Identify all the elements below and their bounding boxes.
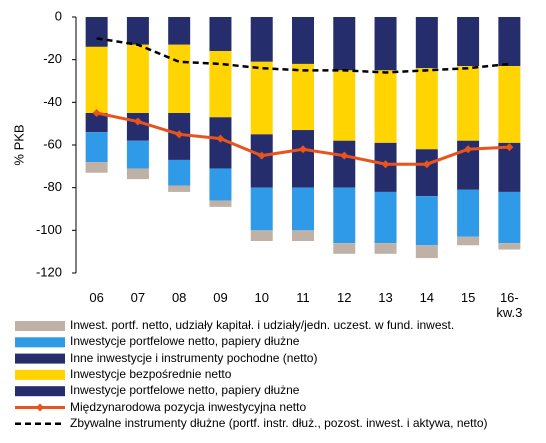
x-tick-label: 11 [296,290,310,305]
bar-segment [209,200,232,207]
bar-segment [209,51,232,118]
legend-swatch [15,321,65,331]
y-tick-label: -60 [43,136,62,151]
bar-segment [498,243,521,250]
bar-segment [415,17,438,69]
y-tick-label: -120 [36,264,62,279]
bar-segment [374,243,397,254]
bar-segment [209,168,232,201]
line [96,37,510,74]
bar-segment [250,230,273,241]
x-tick-label: 12 [337,290,352,305]
legend-label: Inwestycje portfelowe netto, papiery dłu… [70,334,300,349]
bar-segment [498,17,521,67]
bar-segment [333,243,356,254]
bar-segment [292,17,314,64]
bar-segment [250,187,273,231]
bar-segment [292,130,314,188]
bar-segment [168,17,191,45]
bar-segment [415,68,438,150]
bar-segment [85,113,108,133]
bar-segment [374,70,397,143]
bar-segment [126,168,149,180]
legend-label: Inwest. portf. netto, udziały kapitał. i… [70,318,455,332]
line-marker [133,117,142,126]
bar-segment [415,149,438,197]
bar-segment [374,191,397,244]
y-tick-label: 0 [55,8,62,23]
bar-segment [126,140,149,169]
bar-segment [250,17,273,62]
bar-segment [333,17,356,71]
x-tick-label: 16-kw.3 [496,290,523,320]
legend-swatch [15,337,65,348]
legend-marker [36,403,44,412]
bar-segment [209,17,232,52]
legend-label: Inwestycje portfelowe netto, papiery dłu… [70,383,300,398]
bar-segment [457,17,480,67]
legend-label: Inne inwestycje i instrumenty pochodne (… [70,350,318,365]
x-tick-label: 08 [171,290,187,305]
bar-segment [85,17,108,47]
y-tick-label: -100 [36,222,62,237]
bar-segment [292,63,314,131]
bar-segment [333,187,356,244]
legend-label: Inwestycje bezpośrednie netto [70,366,232,381]
legend-label: Zbywalne instrumenty dłużne (portf. inst… [70,415,488,430]
legend-label: Międzynarodowa pozycja inwestycyjna nett… [70,399,307,414]
x-tick-label: 14 [419,290,435,305]
bar-segment [85,162,108,173]
bar-segment [415,245,438,259]
bar-segment [457,236,480,246]
bar-segment [85,132,108,163]
bar-segment [374,17,397,71]
bar-segment [292,187,314,231]
x-tick-label: 06 [89,290,104,305]
bar-segment [498,142,521,192]
bar-segment [126,44,149,113]
line-marker [257,151,266,160]
bar-segment [292,230,314,241]
line-marker [92,109,101,117]
legend-swatch [15,353,65,364]
bar-segment [333,140,356,188]
bar-segment [333,70,356,141]
line-marker [464,145,473,154]
y-tick-label: -20 [43,51,62,66]
bar-segment [498,191,521,244]
line-marker [381,160,390,169]
line-marker [216,134,225,143]
bar-segment [85,46,108,113]
bar-segment [457,140,480,190]
bar-segment [250,134,273,188]
bar-segment [126,113,149,141]
line-marker [299,145,307,154]
x-tick-label: 13 [378,290,393,305]
y-tick-label: -40 [43,94,62,109]
x-tick-label: 07 [130,290,146,305]
line-marker [175,130,184,139]
x-tick-label: 10 [254,290,269,305]
legend-swatch [15,386,65,397]
bar-segment [209,117,232,169]
line-marker [340,151,349,160]
bar-segment [250,61,273,135]
y-axis-label: % PKB [11,124,26,165]
line-marker [422,160,431,169]
bar-segment [415,196,438,246]
bar-segment [498,66,521,143]
bar-segment [168,44,191,113]
bar-segment [168,159,191,186]
bar-segment [457,66,480,141]
bar-segment [126,17,149,45]
y-tick-label: -80 [43,179,62,194]
bar-segment [168,185,191,192]
bar-segment [457,189,480,237]
x-tick-label: 09 [213,290,228,305]
legend-swatch [15,369,65,380]
x-tick-label: 15 [460,290,476,305]
line-marker [505,143,514,152]
